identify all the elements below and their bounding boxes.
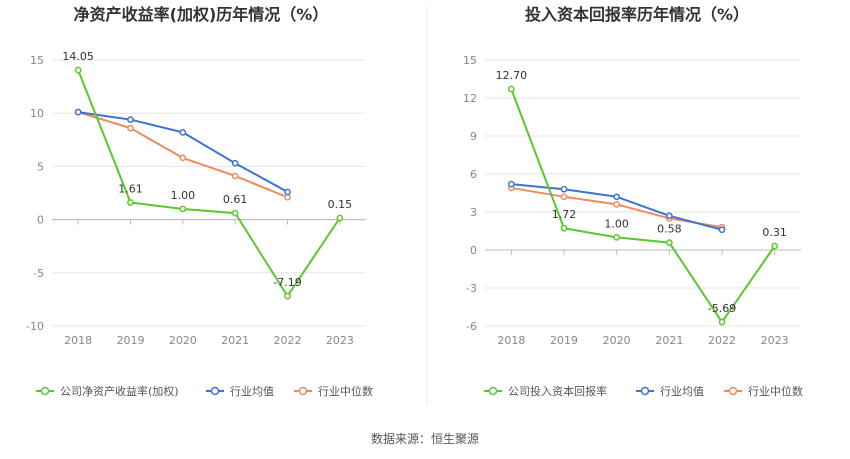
legend-item-industry-median[interactable]: 行业中位数 xyxy=(724,384,803,398)
legend-marker-icon xyxy=(40,386,50,396)
data-label: 1.00 xyxy=(171,189,196,202)
series-line-company xyxy=(77,69,341,298)
legend-marker-icon xyxy=(210,386,220,396)
legend-item-industry-mean[interactable]: 行业均值 xyxy=(636,385,704,398)
data-point-company[interactable] xyxy=(560,224,568,232)
legend-label: 行业中位数 xyxy=(318,384,373,398)
legend-label: 行业均值 xyxy=(230,385,274,398)
data-label: 1.61 xyxy=(118,182,143,195)
data-label: 0.61 xyxy=(223,193,248,206)
data-point-company[interactable] xyxy=(231,209,239,217)
chart-title: 净资产收益率(加权)历年情况（%） xyxy=(74,5,329,24)
x-tick-label: 2020 xyxy=(603,334,631,347)
data-point-industry-mean[interactable] xyxy=(231,159,239,167)
x-tick-label: 2023 xyxy=(326,334,354,347)
data-point-company[interactable] xyxy=(613,233,621,241)
y-tick-label: 12 xyxy=(463,92,477,105)
y-tick-label: 5 xyxy=(37,160,44,173)
data-point-company[interactable] xyxy=(127,199,134,206)
data-point-industry-mean[interactable] xyxy=(127,116,134,123)
data-point-industry-median[interactable] xyxy=(179,154,187,162)
data-point-company[interactable] xyxy=(718,318,726,326)
data-point-industry-mean[interactable] xyxy=(718,226,726,234)
y-tick-label: 15 xyxy=(463,54,477,67)
data-point-industry-mean[interactable] xyxy=(665,212,673,220)
x-tick-label: 2021 xyxy=(655,334,683,347)
data-point-company[interactable] xyxy=(665,239,673,247)
x-tick-label: 2023 xyxy=(761,334,789,347)
data-label: 0.31 xyxy=(762,226,787,239)
data-label: -7.19 xyxy=(273,276,301,289)
data-label: 0.58 xyxy=(657,223,682,236)
data-point-company[interactable] xyxy=(336,214,344,222)
x-tick-label: 2018 xyxy=(64,334,92,347)
legend-label: 公司投入资本回报率 xyxy=(508,384,607,398)
legend-item-company[interactable]: 公司投入资本回报率 xyxy=(484,384,607,398)
data-point-company[interactable] xyxy=(771,242,779,250)
data-source-note: 数据来源：恒生聚源 xyxy=(371,431,479,446)
legend-marker-icon xyxy=(298,386,308,396)
data-label: 0.15 xyxy=(328,198,353,211)
data-point-industry-mean[interactable] xyxy=(179,129,187,136)
y-tick-label: 15 xyxy=(30,54,44,67)
data-point-company[interactable] xyxy=(74,66,82,74)
data-point-industry-median[interactable] xyxy=(284,193,291,201)
data-point-company[interactable] xyxy=(507,85,515,93)
x-tick-label: 2019 xyxy=(550,334,578,347)
data-label: 12.70 xyxy=(496,69,528,82)
data-label: 1.00 xyxy=(604,217,629,230)
data-point-industry-median[interactable] xyxy=(560,193,568,201)
legend-item-industry-median[interactable]: 行业中位数 xyxy=(294,384,373,398)
x-tick-label: 2019 xyxy=(117,334,145,347)
y-tick-label: -10 xyxy=(26,320,44,333)
x-tick-label: 2022 xyxy=(708,334,736,347)
data-point-industry-mean[interactable] xyxy=(284,188,291,196)
data-point-industry-median[interactable] xyxy=(127,124,134,132)
legend-label: 行业均值 xyxy=(660,385,704,398)
data-point-company[interactable] xyxy=(284,292,291,300)
y-tick-label: 10 xyxy=(30,107,44,120)
data-point-industry-mean[interactable] xyxy=(560,185,568,193)
y-tick-label: 9 xyxy=(470,130,477,143)
series-line-company xyxy=(510,88,776,324)
legend-marker-icon xyxy=(640,386,650,396)
x-tick-label: 2022 xyxy=(274,334,302,347)
legend-label: 公司净资产收益率(加权) xyxy=(60,384,179,398)
data-point-industry-median[interactable] xyxy=(613,201,621,208)
chart-title: 投入资本回报率历年情况（%） xyxy=(525,5,749,24)
y-tick-label: 3 xyxy=(470,206,477,219)
x-tick-label: 2020 xyxy=(169,334,197,347)
data-point-company[interactable] xyxy=(179,205,187,213)
x-tick-label: 2018 xyxy=(497,334,525,347)
y-tick-label: 0 xyxy=(470,244,477,257)
legend-item-company[interactable]: 公司净资产收益率(加权) xyxy=(36,384,179,398)
legend-marker-icon xyxy=(728,386,738,396)
roic-chart-panel: 投入资本回报率历年情况（%） 15 12 9 6 3 0 -3 -6 2018 2019 2020 20… xyxy=(463,5,803,398)
data-label: 14.05 xyxy=(62,50,94,63)
data-label: 1.72 xyxy=(552,208,577,221)
data-point-industry-mean[interactable] xyxy=(74,108,82,116)
y-tick-label: -5 xyxy=(33,267,44,280)
data-label: -5.69 xyxy=(708,302,736,315)
x-tick-label: 2021 xyxy=(221,334,249,347)
data-point-industry-median[interactable] xyxy=(231,172,239,180)
roe-chart-panel: 净资产收益率(加权)历年情况（%） 15 10 5 0 -5 -10 2018 2019 2020… xyxy=(26,5,373,398)
y-tick-label: 6 xyxy=(470,168,477,181)
data-point-industry-mean[interactable] xyxy=(613,193,621,201)
legend-marker-icon xyxy=(488,386,498,396)
y-tick-label: 0 xyxy=(37,214,44,227)
data-point-industry-mean[interactable] xyxy=(507,180,515,188)
legend-label: 行业中位数 xyxy=(748,384,803,398)
legend-item-industry-mean[interactable]: 行业均值 xyxy=(206,385,274,398)
y-tick-label: -3 xyxy=(466,282,477,295)
y-tick-label: -6 xyxy=(466,320,477,333)
